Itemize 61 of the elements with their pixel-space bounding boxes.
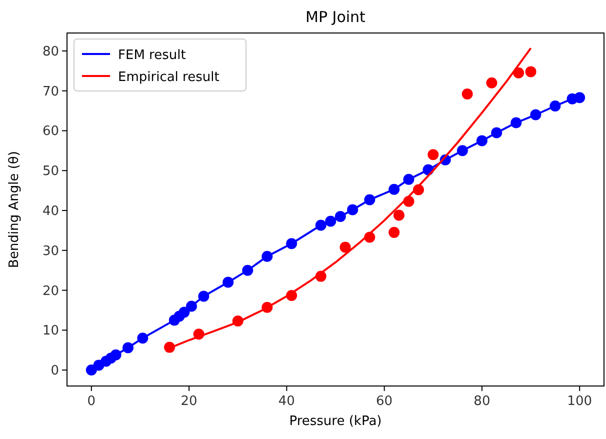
point — [178, 306, 190, 318]
point — [388, 184, 400, 195]
y-tick-label: 0 — [50, 364, 59, 379]
point — [122, 342, 134, 354]
point — [262, 250, 273, 262]
x-axis-title: Pressure (kPa) — [289, 414, 382, 429]
point — [530, 109, 542, 120]
y-axis-title: Bending Angle (θ) — [7, 151, 22, 268]
legend-label: FEM result — [118, 48, 186, 63]
point — [462, 88, 473, 100]
point — [198, 290, 210, 302]
point — [286, 290, 298, 301]
point — [262, 302, 273, 313]
point — [364, 194, 376, 206]
y-tick-label: 80 — [42, 44, 59, 60]
point — [364, 232, 376, 243]
point — [403, 196, 414, 207]
point — [186, 300, 197, 312]
y-tick-label: 40 — [42, 204, 59, 219]
point — [428, 149, 439, 160]
point — [164, 342, 176, 353]
point — [456, 145, 468, 156]
point — [137, 332, 148, 344]
point — [574, 92, 586, 104]
point — [491, 127, 502, 138]
point — [286, 238, 298, 250]
point — [242, 264, 254, 276]
x-tick-label: 100 — [567, 394, 592, 409]
x-tick-label: 20 — [180, 394, 198, 409]
point — [315, 270, 326, 282]
x-tick-label: 80 — [474, 394, 490, 409]
chart-title: MP Joint — [306, 8, 366, 26]
point — [403, 174, 414, 185]
legend-label: Empirical result — [118, 70, 220, 85]
point — [222, 276, 234, 288]
point — [476, 135, 488, 146]
point — [347, 204, 358, 216]
point — [232, 315, 244, 326]
y-tick-label: 60 — [42, 124, 59, 140]
point — [550, 100, 561, 112]
point — [110, 349, 122, 360]
point — [388, 226, 400, 238]
x-tick-label: 60 — [376, 394, 393, 409]
y-tick-label: 50 — [42, 164, 59, 180]
point — [510, 117, 522, 128]
x-tick-label: 0 — [87, 394, 96, 409]
point — [525, 66, 536, 78]
point — [513, 67, 524, 78]
point — [412, 184, 424, 196]
y-tick-label: 30 — [42, 244, 59, 259]
point — [325, 216, 336, 227]
point — [393, 210, 404, 221]
point — [315, 220, 326, 231]
y-tick-label: 10 — [42, 324, 59, 339]
y-tick-label: 20 — [42, 284, 59, 299]
x-tick-label: 40 — [278, 394, 295, 409]
point — [486, 77, 498, 88]
point — [340, 242, 351, 253]
point — [193, 328, 204, 340]
y-tick-label: 70 — [42, 84, 59, 100]
point — [334, 210, 346, 222]
